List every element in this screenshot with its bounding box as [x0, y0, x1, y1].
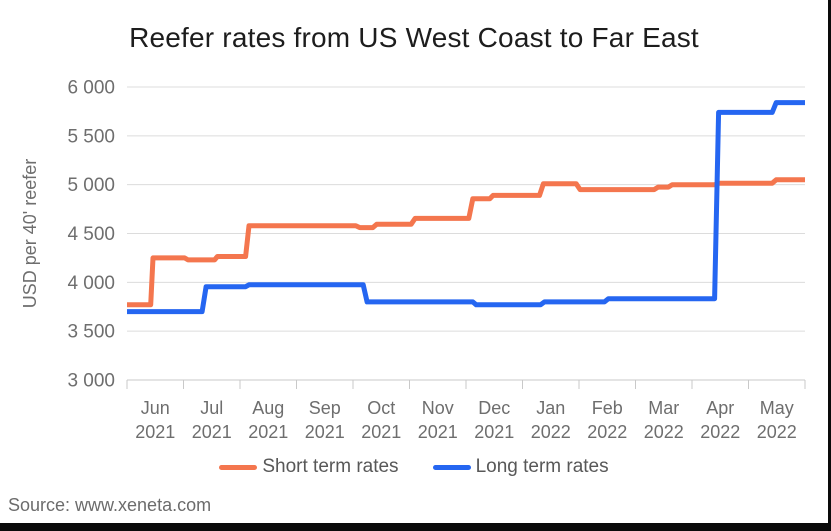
- legend-label-short-term: Short term rates: [262, 456, 399, 477]
- x-tick-label-year: 2021: [474, 422, 514, 442]
- long-term-line-swatch-icon: [432, 464, 471, 470]
- y-tick-label: 5 500: [67, 126, 115, 147]
- long-term-rates-line: [127, 100, 805, 315]
- short-term-rates-line: [127, 177, 805, 308]
- x-tick-label-year: 2021: [361, 422, 401, 442]
- x-tick-label-year: 2022: [757, 422, 797, 442]
- legend-label-long-term: Long term rates: [475, 456, 609, 477]
- x-tick-label-year: 2021: [192, 422, 232, 442]
- x-tick-label-month: Oct: [367, 398, 395, 418]
- x-tick-label-month: Sep: [309, 398, 341, 418]
- y-tick-label: 4 000: [67, 273, 115, 294]
- legend: Short term rates Long term rates: [0, 456, 828, 478]
- y-tick-label: 3 000: [67, 371, 115, 392]
- window-bottom-bar: [0, 523, 831, 531]
- x-tick-label-month: Dec: [478, 398, 510, 418]
- y-tick-label: 4 500: [67, 224, 115, 245]
- x-tick-label-month: Jun: [141, 398, 170, 418]
- chart-canvas: 6 000 5 500 5 000 4 500 4 000 3 500 3 000 Jun 20…: [20, 78, 806, 442]
- x-tick-label-month: Feb: [592, 398, 623, 418]
- x-tick-label-month: Apr: [706, 398, 734, 418]
- legend-item-short-term: Short term rates: [219, 456, 399, 478]
- x-tick-label-month: May: [760, 398, 794, 418]
- source-note: Source: www.xeneta.com: [8, 495, 212, 515]
- x-tick-label-year: 2022: [700, 422, 740, 442]
- x-tick-label-month: Jan: [536, 398, 565, 418]
- x-tick-label-month: Mar: [648, 398, 679, 418]
- x-tick-label-year: 2021: [305, 422, 345, 442]
- x-tick-label-year: 2022: [531, 422, 571, 442]
- y-tick-label: 3 500: [67, 322, 115, 343]
- y-tick-label: 6 000: [67, 78, 115, 99]
- x-tick-label-month: Nov: [422, 398, 454, 418]
- x-tick-label-year: 2021: [248, 422, 288, 442]
- legend-item-long-term: Long term rates: [432, 456, 609, 478]
- x-tick-label-month: Jul: [200, 398, 223, 418]
- window-right-border: [828, 0, 831, 531]
- y-tick-label: 5 000: [67, 175, 115, 196]
- chart-title: Reefer rates from US West Coast to Far E…: [129, 22, 699, 53]
- x-tick-label-month: Aug: [252, 398, 284, 418]
- x-tick-label-year: 2021: [135, 422, 175, 442]
- y-axis-title: USD per 40' reefer: [20, 159, 40, 309]
- x-tick-label-year: 2022: [644, 422, 684, 442]
- short-term-line-swatch-icon: [219, 464, 258, 470]
- x-tick-label-year: 2021: [418, 422, 458, 442]
- x-tick-label-year: 2022: [587, 422, 627, 442]
